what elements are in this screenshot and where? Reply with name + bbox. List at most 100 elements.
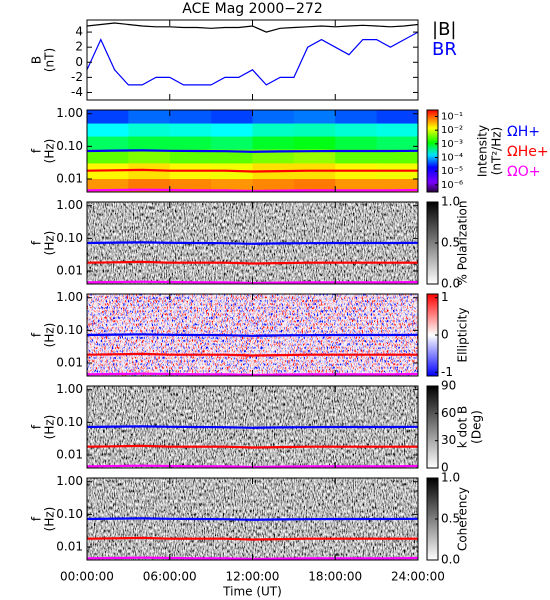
colorbar-label: Coherency [456,487,470,551]
x-tick-label: 06:00:00 [143,570,197,584]
colorbar-label: Ellipticity [456,308,470,363]
y-axis-label: (nT) [43,48,57,72]
y-tick-label: 0 [75,55,83,69]
spectrogram-cell [335,110,378,125]
colorbar-tick-label: 90 [441,379,456,393]
series-line [87,241,418,245]
y-tick-label: -4 [71,85,83,99]
chart-title: ACE Mag 2000−272 [182,1,322,17]
series-line [87,425,418,429]
spectrogram-cell [211,149,253,164]
y-tick-label: 2 [75,40,83,54]
x-tick-label: 18:00:00 [308,570,362,584]
colorbar-tick-label: 0.0 [441,277,460,291]
series-line [87,536,418,541]
y-tick-label: 0.01 [56,264,83,278]
series-line [87,333,418,337]
spectrogram-cell [335,149,378,164]
spectrogram-cell [169,179,212,192]
spectrogram-cell [293,136,336,151]
y-tick-label: 0.01 [56,172,83,186]
colorbar-label: Intensity [476,125,490,177]
plot-area [87,22,418,86]
y-tick-label: 1.00 [56,290,83,304]
y-tick-label: 0.10 [56,507,83,521]
spectrogram-cell [376,110,418,125]
colorbar-tick-label: 0 [441,461,449,475]
colorbar-tick-label: 60 [441,406,456,420]
y-tick-label: 1.00 [56,382,83,396]
colorbar-tick-label: 10⁻¹ [441,112,463,123]
spectrogram-cell [169,136,212,151]
y-tick-label: 4 [75,25,83,39]
spectrogram-cell [211,110,253,125]
y-tick-label: 0.01 [56,540,83,554]
plot-area [87,386,418,468]
spectrogram-cell [293,149,336,164]
colorbar-tick-label: 1.0 [441,471,460,485]
y-tick-label: 0.10 [56,231,83,245]
y-tick-label: 0.10 [56,139,83,153]
colorbar [426,385,439,469]
spectrogram-cell [128,149,171,164]
spectrogram-cell [128,163,171,180]
spectrogram-cell [211,123,253,138]
colorbar-tick-label: 10⁻² [441,125,463,136]
spectrogram-cell [335,179,378,192]
y-tick-label: -2 [71,70,83,84]
legend-entry: BR [432,39,457,60]
colorbar-label: (nT²/Hz) [490,127,504,175]
colorbar-tick-label: 1 [441,290,449,304]
series-line [87,352,418,357]
spectrogram-cell [293,179,336,192]
colorbar-tick-label: 0 [441,328,449,342]
x-tick-label: 24:00:00 [391,570,445,584]
x-tick-label: 00:00:00 [60,570,114,584]
colorbar-tick-label: 30 [441,433,456,447]
colorbar-tick-label: 0.0 [441,553,460,567]
spectrogram-cell [252,136,295,151]
colorbar-tick-label: 10⁻⁵ [441,166,463,177]
y-axis-label: (Hz) [43,139,57,164]
colorbar-tick-label: 10⁻⁴ [441,153,463,164]
y-axis-label: (Hz) [43,231,57,256]
colorbar-tick-label: 10⁻³ [441,139,463,150]
spectrogram-cell [87,123,129,138]
y-axis-label: f [30,424,44,429]
legend-entry: |B| [432,19,456,40]
plot-area [87,202,418,284]
spectrogram-cell [376,123,418,138]
spectrogram-cell [128,110,171,125]
y-tick-label: 1.00 [56,106,83,120]
spectrogram-cell [335,123,378,138]
colorbar [426,109,439,193]
legend-entry: ΩO+ [507,164,540,180]
series-line [87,517,418,521]
y-axis-label: f [30,516,44,521]
y-tick-label: 0.10 [56,323,83,337]
spectrogram-cell [87,136,129,151]
colorbar-tick-label: 0.5 [441,236,460,250]
colorbar-tick-label: 10⁻⁶ [441,180,463,191]
spectrogram-cell [87,149,129,164]
y-axis-label: (Hz) [43,507,57,532]
spectrogram-cell [252,149,295,164]
y-tick-label: 0.01 [56,448,83,462]
y-tick-label: 0.10 [56,415,83,429]
y-axis-label: B [30,56,44,64]
spectrogram-cell [376,179,418,192]
plot-area [87,294,418,376]
y-axis-label: f [30,148,44,153]
colorbar-label: k dot B [456,406,470,448]
y-tick-label: 1.00 [56,474,83,488]
x-tick-label: 12:00:00 [226,570,280,584]
colorbar-label: (Deg) [470,410,484,444]
spectrogram-cell [128,123,171,138]
y-axis-label: f [30,332,44,337]
plot-frame [86,19,419,101]
legend-entry: ΩH+ [507,124,540,140]
colorbar-label: % Polarization [456,201,470,286]
spectrogram-cell [128,136,171,151]
spectrogram-cell [252,179,295,192]
